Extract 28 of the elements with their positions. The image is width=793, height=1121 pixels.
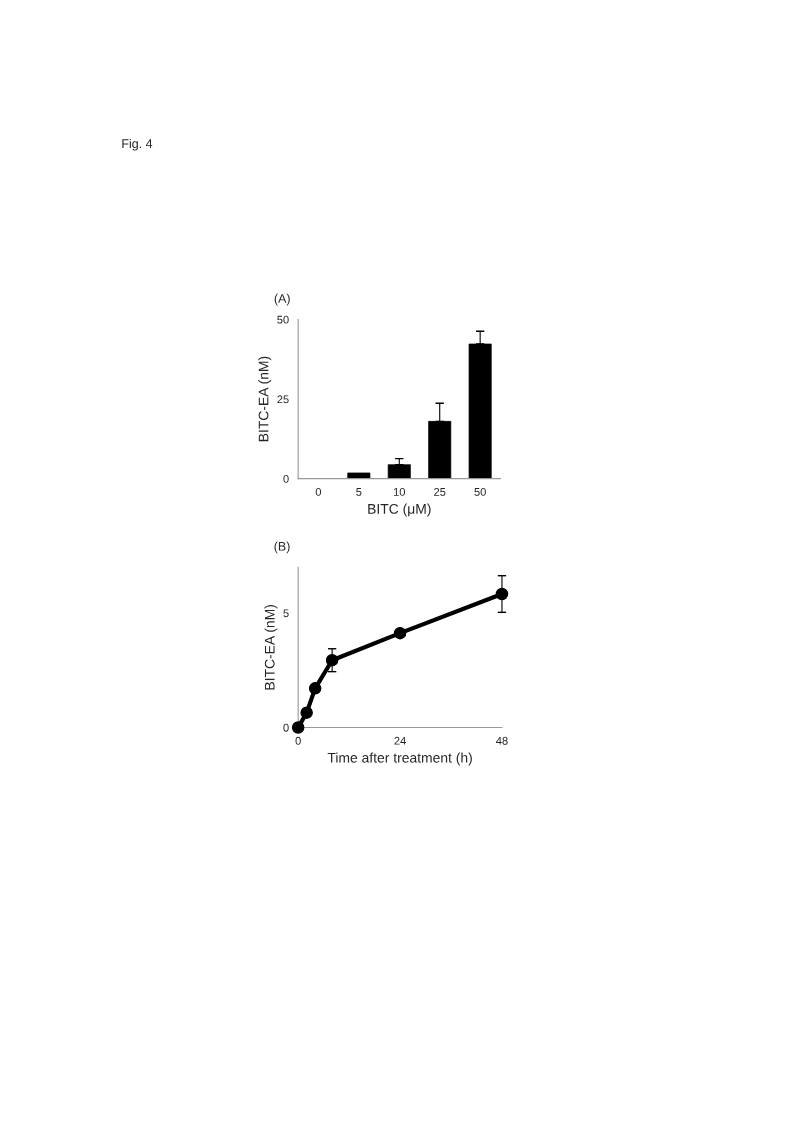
x-axis-title: Time after treatment (h) (327, 752, 472, 766)
y-tick-label: 25 (277, 395, 289, 404)
x-tick-label: 10 (393, 487, 406, 496)
y-tick-label: 0 (283, 723, 289, 732)
bar (468, 343, 492, 479)
y-axis-title: BITC-EA (nM) (258, 356, 272, 442)
y-tick-label: 0 (283, 474, 289, 483)
point (308, 682, 322, 695)
x-tick-label: 25 (434, 487, 446, 496)
x-tick-label: 24 (394, 736, 406, 745)
chart-title: (A) (274, 293, 290, 306)
point (495, 587, 509, 601)
caption: Fig. 4 (122, 138, 153, 151)
point (300, 706, 313, 719)
point (325, 653, 339, 667)
point (291, 721, 305, 734)
x-tick-label: 0 (295, 736, 301, 745)
x-axis-title: BITC (μM) (368, 503, 431, 517)
y-tick-label: 5 (283, 609, 289, 618)
x-tick-label: 5 (356, 488, 362, 496)
point (393, 626, 407, 640)
x-tick-label: 48 (496, 736, 508, 745)
y-tick-label: 50 (277, 315, 289, 324)
x-tick-label: 50 (474, 487, 486, 496)
x-tick-label: 0 (315, 487, 322, 496)
chart-title: (B) (274, 541, 290, 554)
y-axis-title: BITC-EA (nM) (264, 605, 278, 690)
bar (347, 472, 371, 479)
